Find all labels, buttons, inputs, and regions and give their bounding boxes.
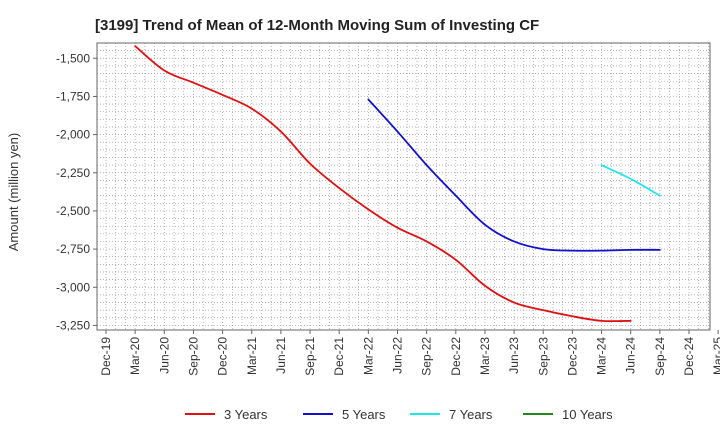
series-line-7-years xyxy=(600,164,661,197)
x-tick-label: Mar-20 xyxy=(128,337,142,375)
x-tick-label: Jun-21 xyxy=(274,337,288,374)
x-tick-label: Mar-23 xyxy=(478,337,492,375)
x-tick-label: Sep-24 xyxy=(653,337,667,376)
x-tick-label: Mar-22 xyxy=(361,337,375,375)
y-tick-label: -1,500 xyxy=(56,51,90,65)
series-line-3-years xyxy=(134,45,632,323)
y-tick-label: -1,750 xyxy=(56,89,90,103)
legend: 3 Years 5 Years 7 Years 10 Years xyxy=(185,407,613,422)
x-tick-label: Jun-22 xyxy=(391,337,405,374)
chart-title: [3199] Trend of Mean of 12-Month Moving … xyxy=(95,17,539,34)
x-tick-label: Dec-21 xyxy=(332,337,346,376)
x-tick-label: Sep-20 xyxy=(186,337,200,376)
y-tick-label: -2,750 xyxy=(56,242,90,256)
x-tick-label: Dec-19 xyxy=(99,337,113,376)
x-tick-label: Dec-22 xyxy=(449,337,463,376)
x-tick-label: Jun-23 xyxy=(507,337,521,374)
x-tick-label: Dec-24 xyxy=(682,337,696,376)
x-tick-label: Jun-20 xyxy=(157,337,171,374)
x-tick-label: Sep-23 xyxy=(536,337,550,376)
y-tick-label: -2,000 xyxy=(56,128,90,142)
x-tick-label: Mar-25 xyxy=(711,337,720,375)
legend-label-10-years: 10 Years xyxy=(562,407,613,422)
y-tick-label: -3,000 xyxy=(56,280,90,294)
y-tick-label: -2,500 xyxy=(56,204,90,218)
x-tick-label: Mar-24 xyxy=(595,337,609,375)
grid-layer xyxy=(97,43,710,330)
x-tick-label: Sep-22 xyxy=(420,337,434,376)
x-tick-label: Dec-20 xyxy=(216,337,230,376)
legend-label-5-years: 5 Years xyxy=(342,407,386,422)
legend-label-3-years: 3 Years xyxy=(224,407,268,422)
plot-border xyxy=(96,42,711,331)
x-axis-ticks: Dec-19 Mar-20 Jun-20 Sep-20 Dec-20 Mar-21 Jun-… xyxy=(99,330,720,376)
y-tick-label: -3,250 xyxy=(56,318,90,332)
plot-area xyxy=(97,43,710,330)
y-axis-label: Amount (million yen) xyxy=(6,133,21,252)
x-tick-label: Jun-24 xyxy=(624,337,638,374)
x-tick-label: Dec-23 xyxy=(565,337,579,376)
legend-label-7-years: 7 Years xyxy=(449,407,493,422)
series-layer xyxy=(134,45,661,323)
y-axis-ticks: -1,500 -1,750 -2,000 -2,250 -2,500 -2,750 -3,0… xyxy=(56,51,97,332)
x-tick-label: Mar-21 xyxy=(245,337,259,375)
y-tick-label: -2,250 xyxy=(56,166,90,180)
x-tick-label: Sep-21 xyxy=(303,337,317,376)
series-line-5-years xyxy=(367,98,661,252)
